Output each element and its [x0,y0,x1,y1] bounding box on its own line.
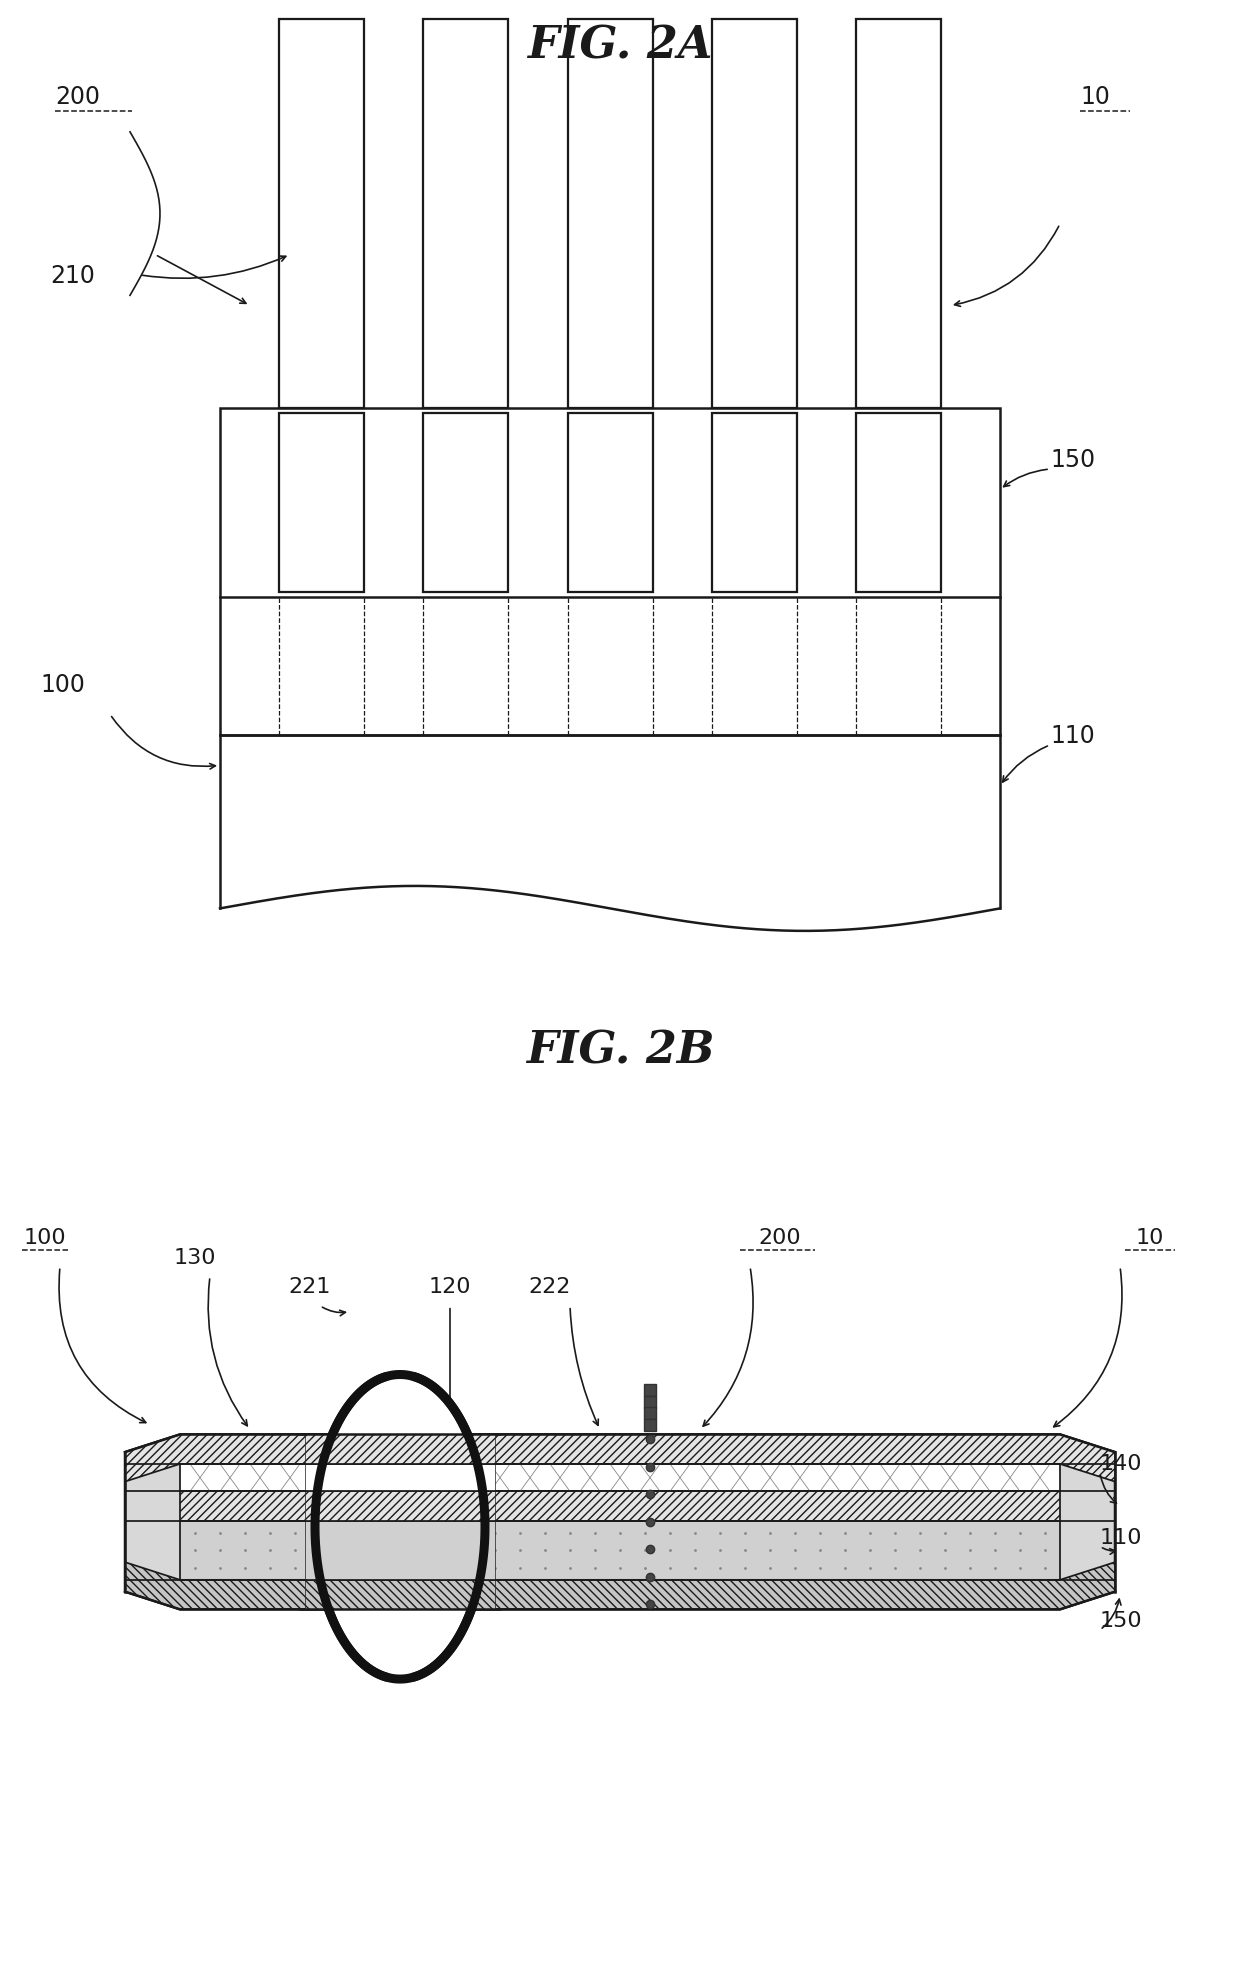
Bar [712,20,796,409]
Text: 200: 200 [55,84,100,110]
Bar [423,414,508,593]
Text: 10: 10 [1136,1228,1164,1247]
Bar [856,20,941,409]
Polygon shape [125,1563,1115,1609]
Bar [279,414,365,593]
Polygon shape [125,1434,1115,1609]
Bar [180,1520,1060,1579]
Text: 100: 100 [40,672,84,697]
Text: 150: 150 [1100,1610,1142,1630]
Text: 210: 210 [50,263,95,289]
Bar [180,1463,1060,1493]
Text: 222: 222 [528,1277,572,1296]
Bar [305,1493,495,1520]
Text: 10: 10 [1080,84,1110,110]
Text: 120: 120 [429,1277,471,1296]
Bar [279,20,365,409]
Bar [305,1463,495,1493]
Text: 221: 221 [289,1277,331,1296]
Text: 150: 150 [1050,448,1095,471]
Bar [568,20,652,409]
Bar [219,735,999,939]
Text: 110: 110 [1050,723,1095,748]
Bar [305,1434,495,1463]
Polygon shape [125,1434,1115,1481]
Text: 100: 100 [24,1228,66,1247]
Bar [305,1520,495,1579]
Text: FIG. 2A: FIG. 2A [527,24,713,67]
Text: FIG. 2B: FIG. 2B [526,1029,714,1072]
Text: 200: 200 [759,1228,801,1247]
Text: 110: 110 [1100,1526,1142,1548]
Bar [856,414,941,593]
Bar [219,409,999,735]
Polygon shape [315,1375,485,1679]
Bar [712,414,796,593]
Bar [423,20,508,409]
Bar [180,1493,1060,1520]
Bar [568,414,652,593]
Bar [305,1579,495,1609]
Text: 140: 140 [1100,1453,1142,1473]
Text: 130: 130 [174,1247,216,1267]
